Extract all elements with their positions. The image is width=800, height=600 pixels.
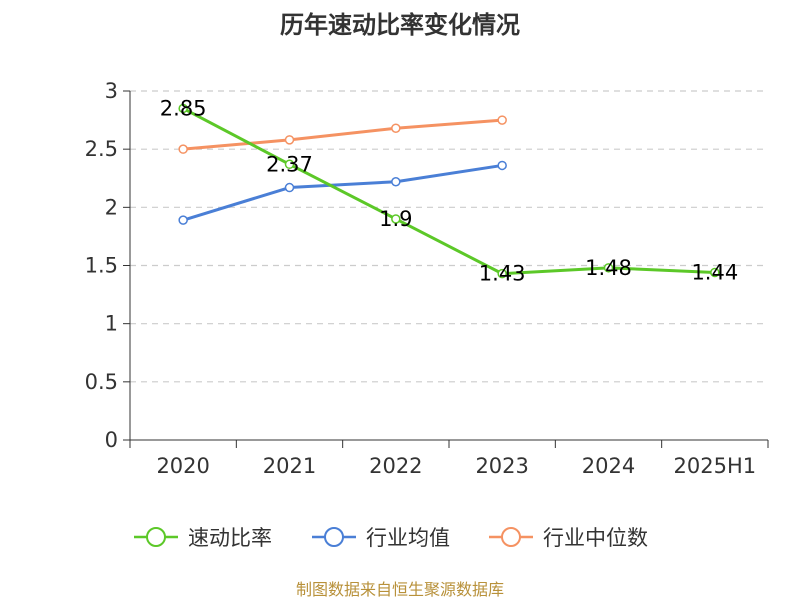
- data-label: 1.48: [585, 256, 632, 280]
- source-note: 制图数据来自恒生聚源数据库: [296, 580, 504, 599]
- series-line: [182, 107, 715, 276]
- data-point: [391, 214, 401, 224]
- data-label: 2.85: [160, 96, 207, 120]
- legend-item: 速动比率: [134, 526, 272, 550]
- x-tick-label: 2024: [582, 454, 635, 478]
- data-point: [284, 135, 295, 145]
- series-line: [182, 163, 503, 222]
- legend-marker: [501, 527, 521, 547]
- series-2: [178, 115, 507, 154]
- data-label: 1.43: [479, 262, 526, 286]
- data-point: [178, 144, 188, 154]
- legend-item: 行业均值: [312, 526, 450, 550]
- data-point: [284, 182, 295, 193]
- legend-item: 行业中位数: [489, 526, 648, 550]
- x-tick-label: 2022: [369, 454, 422, 478]
- y-tick-label: 2: [105, 195, 118, 219]
- chart-title: 历年速动比率变化情况: [280, 11, 520, 39]
- data-label: 2.37: [266, 152, 313, 176]
- grid: [130, 90, 768, 383]
- data-point: [178, 103, 188, 114]
- data-point: [178, 215, 188, 225]
- x-tick-label: 2021: [263, 454, 316, 478]
- data-point: [497, 268, 507, 279]
- y-tick-label: 0.5: [85, 370, 118, 394]
- y-tick-label: 1: [105, 312, 118, 336]
- data-point: [497, 160, 507, 171]
- data-label: 1.44: [691, 260, 738, 284]
- data-labels: 2.85 2.37 1.9 1.43 1.48 1.44: [160, 96, 738, 285]
- data-point: [710, 267, 720, 278]
- axes: 0 0.5 1 1.5 2 2.5 3 2020 2021 2022 2023 2024 2025H1: [85, 79, 769, 478]
- data-point: [391, 176, 401, 187]
- y-tick-label: 3: [105, 79, 118, 103]
- y-tick-label: 1.5: [85, 254, 118, 278]
- legend-label: 行业中位数: [543, 526, 648, 550]
- data-point: [391, 123, 401, 133]
- y-tick-label: 2.5: [85, 137, 118, 161]
- series-1: [178, 160, 507, 225]
- series: [178, 103, 720, 279]
- legend-label: 行业均值: [366, 526, 450, 550]
- legend-marker: [324, 527, 344, 547]
- x-tick-label: 2023: [475, 454, 528, 478]
- x-tick-label: 2025H1: [674, 454, 757, 478]
- series-0: [178, 103, 720, 279]
- data-point: [497, 115, 507, 125]
- data-point: [284, 159, 295, 170]
- y-tick-label: 0: [105, 428, 118, 452]
- data-label: 1.9: [379, 207, 412, 231]
- legend-marker: [146, 527, 166, 547]
- data-point: [603, 263, 614, 273]
- legend-label: 速动比率: [188, 526, 272, 550]
- x-tick-label: 2020: [156, 454, 209, 478]
- legend: 速动比率 行业均值 行业中位数: [134, 526, 648, 550]
- series-line: [183, 118, 503, 151]
